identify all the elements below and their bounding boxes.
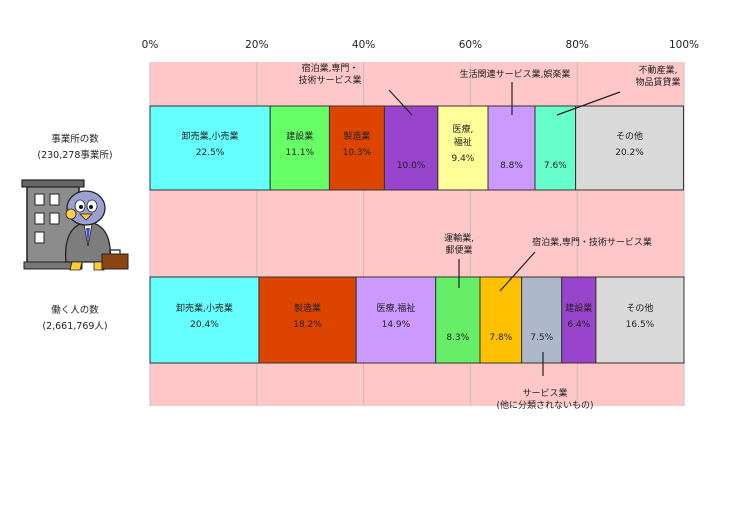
x-tick-label: 100% xyxy=(669,39,699,51)
segment-category-label: 卸売業,小売業 xyxy=(182,130,239,142)
bar-segment xyxy=(149,276,260,364)
bar-segment xyxy=(437,105,489,191)
segment-value-label: 6.4% xyxy=(567,320,590,330)
bar-segment xyxy=(487,105,536,191)
segment-value-label: 7.8% xyxy=(489,333,512,343)
x-tick-label: 60% xyxy=(459,39,482,51)
callout-label: サービス業 xyxy=(522,387,567,399)
bar-segment xyxy=(595,276,685,364)
x-tick-label: 0% xyxy=(142,39,159,51)
segment-value-label: 8.8% xyxy=(500,161,523,171)
segment-value-label: 18.2% xyxy=(293,320,322,330)
bar-segment xyxy=(269,105,330,191)
segment-value-label: 10.0% xyxy=(397,161,426,171)
callout-leader-line xyxy=(556,91,621,116)
segment-value-label: 7.5% xyxy=(530,333,553,343)
briefcase-icon xyxy=(101,249,129,270)
segment-category-label: その他 xyxy=(626,302,653,314)
segment-value-label: 8.3% xyxy=(446,333,469,343)
bar-segment xyxy=(521,276,563,364)
callout-label: 生活関連サービス業,娯楽業 xyxy=(460,68,571,80)
row-label-establishments: 事業所の数 xyxy=(51,133,99,145)
bar-segment xyxy=(383,105,439,191)
bars: 卸売業,小売業 22.5% 建設業 11.1% 製造業 10.3% 10.0% 医療,福祉 9.… xyxy=(149,105,685,364)
bar-segment xyxy=(355,276,437,364)
callout-label: (他に分類されないもの) xyxy=(496,399,593,411)
segment-value-label: 9.4% xyxy=(451,154,474,164)
segment-value-label: 16.5% xyxy=(626,320,655,330)
building-icon xyxy=(21,179,85,270)
callouts: 宿泊業,専門・技術サービス業 生活関連サービス業,娯楽業 不動産業,物品賃貸業運輸業… xyxy=(298,62,680,411)
callout-label: 宿泊業,専門・技術サービス業 xyxy=(532,236,652,248)
segment-category-label: 医療,福祉 xyxy=(376,302,415,314)
segment-category-label: 建設業 xyxy=(286,130,313,142)
callout-leader-line xyxy=(388,89,413,116)
bar-segment xyxy=(561,276,597,364)
callout-label: 物品賃貸業 xyxy=(635,76,680,88)
callout-label: 郵便業 xyxy=(445,244,472,256)
segment-value-label: 10.3% xyxy=(343,148,372,158)
segment-value-label: 11.1% xyxy=(285,148,314,158)
callout-label: 運輸業, xyxy=(444,232,474,244)
x-tick-label: 40% xyxy=(352,39,375,51)
segment-category-label: 福祉 xyxy=(454,136,472,148)
callout-label: 不動産業, xyxy=(639,64,678,76)
mascot-illustration xyxy=(21,179,129,271)
segment-category-label: 建設業 xyxy=(565,302,592,314)
bar-segment xyxy=(328,105,385,191)
row-label-workers-count: (2,661,769人) xyxy=(42,321,107,332)
segment-category-label: 製造業 xyxy=(294,302,321,314)
bar-segment xyxy=(534,105,577,191)
segment-value-label: 22.5% xyxy=(196,148,225,158)
x-axis-ticks: 0% 20% 40% 60% 80% 100% xyxy=(142,39,699,51)
bar-segment xyxy=(435,276,481,364)
segment-category-label: 医療, xyxy=(452,123,473,135)
callout-label: 宿泊業,専門・ xyxy=(302,62,359,74)
segment-category-label: その他 xyxy=(616,130,643,142)
bar-segment xyxy=(575,105,684,191)
segment-value-label: 14.9% xyxy=(382,320,411,330)
callout-label: 技術サービス業 xyxy=(298,74,361,86)
x-tick-label: 20% xyxy=(245,39,268,51)
row-label-workers: 働く人の数 xyxy=(51,304,99,316)
segment-value-label: 7.6% xyxy=(544,161,567,171)
segment-value-label: 20.4% xyxy=(190,320,219,330)
bar-segment xyxy=(258,276,357,364)
x-tick-label: 80% xyxy=(566,39,589,51)
row-label-establishments-count: (230,278事業所) xyxy=(37,149,112,161)
segment-category-label: 製造業 xyxy=(343,130,370,142)
callout-leader-line xyxy=(499,251,536,292)
segment-category-label: 卸売業,小売業 xyxy=(176,302,233,314)
segment-value-label: 20.2% xyxy=(615,148,644,158)
bird-mascot-icon xyxy=(64,190,112,271)
